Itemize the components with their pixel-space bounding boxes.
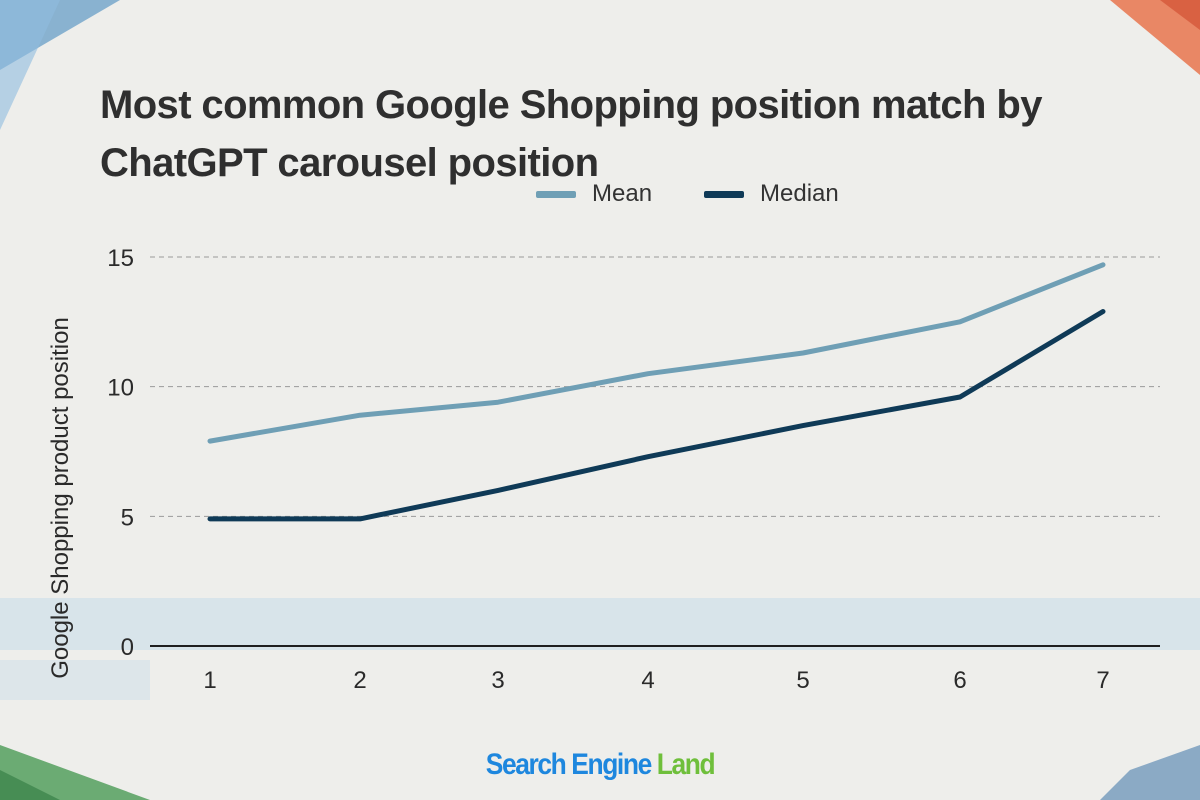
y-tick-label-5: 5 (121, 504, 134, 531)
x-tick-label-1: 1 (203, 667, 216, 694)
y-axis-label: Google Shopping product position (47, 317, 74, 679)
x-tick-label-4: 4 (641, 667, 654, 694)
chart-title: Most common Google Shopping position mat… (100, 83, 1042, 185)
legend: Mean Median (0, 180, 1200, 212)
y-tick-label-15: 15 (107, 245, 134, 272)
brand-logo: Search Engine Land (72, 748, 1128, 782)
y-tick-label-0: 0 (121, 634, 134, 661)
legend-item-median: Median (704, 180, 839, 208)
legend-swatch-mean (536, 190, 576, 198)
x-tick-label-5: 5 (796, 667, 809, 694)
legend-swatch-median (704, 190, 744, 198)
x-tick-label-7: 7 (1096, 667, 1109, 694)
series-line-median (207, 309, 1106, 522)
x-tick-label-6: 6 (953, 667, 966, 694)
y-tick-label-10: 10 (107, 375, 134, 402)
brand-logo-part2: Land (656, 748, 716, 781)
x-tick-label-3: 3 (491, 667, 504, 694)
legend-label-mean: Mean (592, 180, 653, 207)
legend-label-median: Median (760, 180, 839, 207)
x-tick-label-2: 2 (353, 667, 366, 694)
series-line-mean (207, 262, 1106, 444)
brand-logo-part1: Search Engine (485, 748, 653, 781)
legend-item-mean: Mean (536, 180, 652, 208)
